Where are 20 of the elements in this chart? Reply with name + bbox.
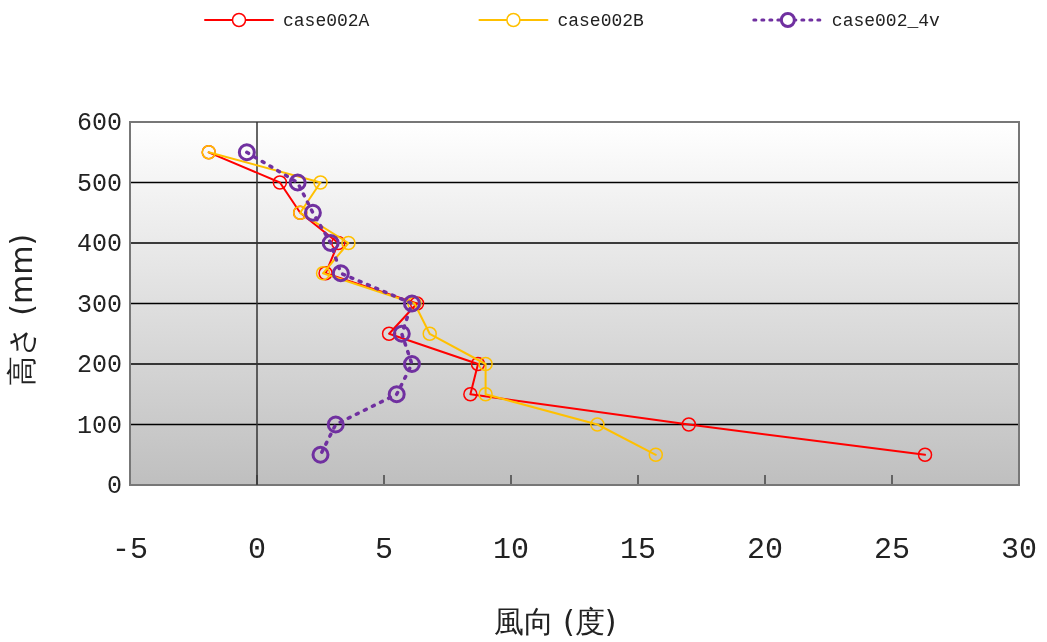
x-tick-label: 0 (247, 533, 267, 567)
legend-label: case002B (557, 11, 645, 31)
x-tick-label: 5 (374, 533, 394, 567)
x-tick-label: 15 (619, 533, 657, 567)
x-tick-label: 25 (873, 533, 911, 567)
x-tick-label: -5 (111, 533, 149, 567)
x-tick-label: 20 (746, 533, 784, 567)
y-tick-label: 500 (76, 169, 122, 199)
legend-label: case002A (283, 11, 370, 31)
x-axis-title: 風向 (度) (493, 604, 617, 639)
y-tick-label: 0 (106, 472, 122, 501)
y-tick-label: 600 (76, 109, 122, 138)
legend-label: case002_4v (831, 11, 941, 31)
y-tick-label: 400 (76, 230, 122, 259)
x-tick-label: 10 (492, 533, 530, 567)
y-tick-label: 200 (76, 351, 122, 380)
x-tick-label: 30 (1000, 533, 1038, 567)
y-axis-title: 高さ (mm) (4, 233, 39, 387)
y-tick-label: 300 (76, 290, 122, 320)
y-tick-label: 100 (76, 411, 122, 441)
